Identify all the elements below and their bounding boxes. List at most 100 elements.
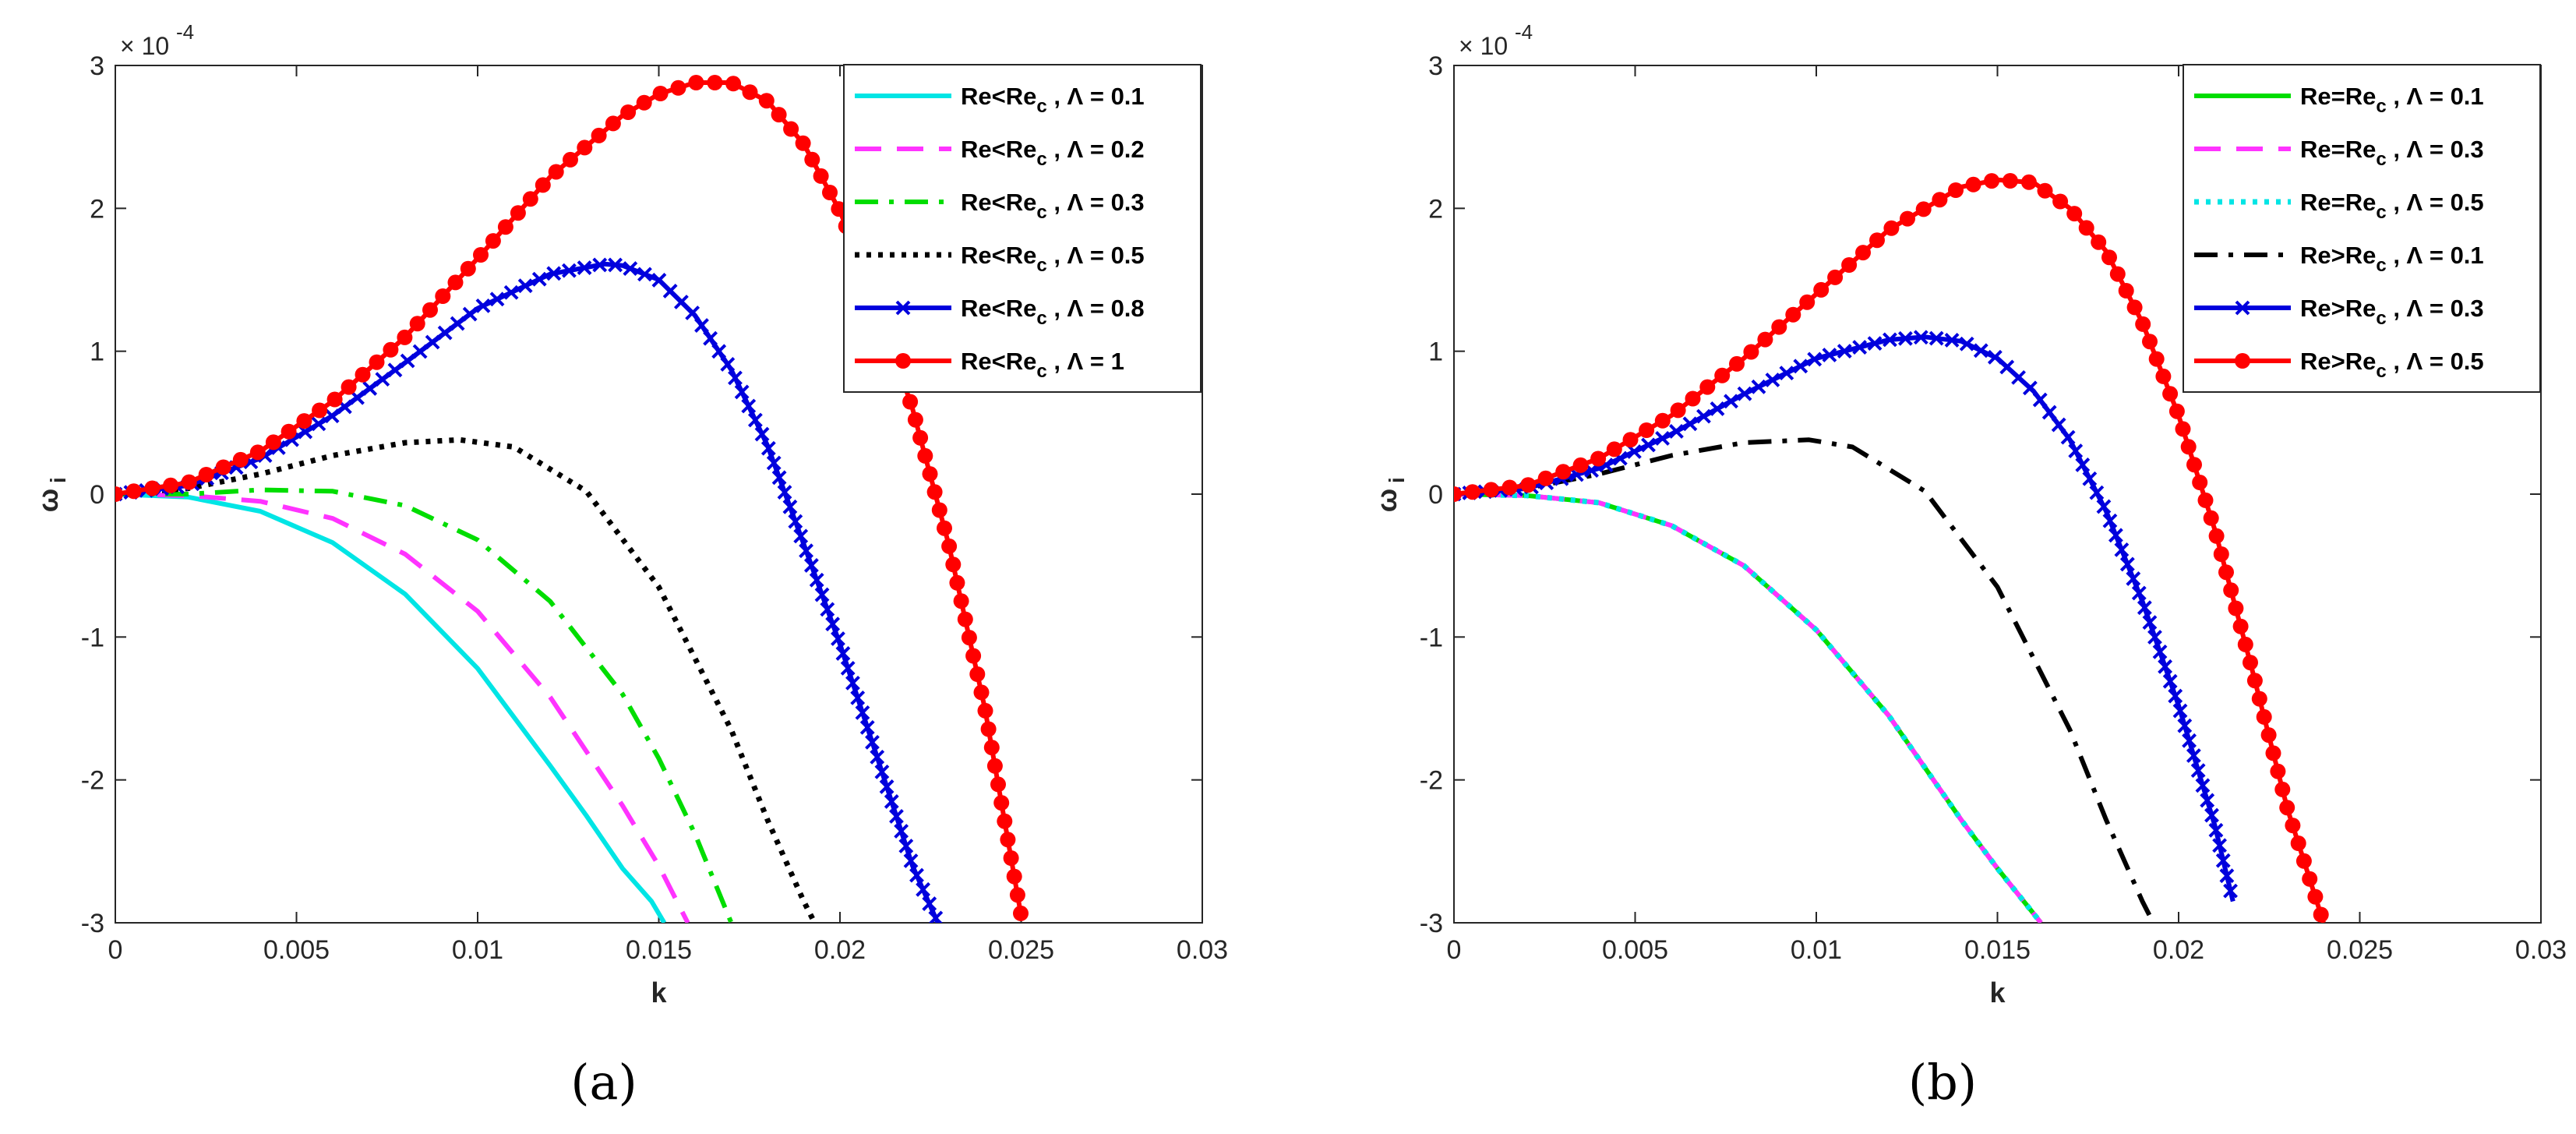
series-marker-4 bbox=[703, 330, 718, 346]
legend-box bbox=[2183, 64, 2541, 393]
series-marker-5 bbox=[1965, 176, 1981, 193]
series-marker-4 bbox=[2186, 748, 2201, 763]
series-marker-4 bbox=[2075, 457, 2091, 472]
y-tick-label: -2 bbox=[1420, 766, 1443, 796]
series-marker-5 bbox=[758, 93, 775, 109]
series-marker-4 bbox=[577, 260, 592, 275]
series-marker-5 bbox=[2228, 600, 2244, 616]
series-marker-5 bbox=[813, 168, 829, 184]
legend-marker-5 bbox=[895, 353, 911, 369]
series-marker-5 bbox=[2302, 871, 2318, 887]
legend-label-tail: , Λ = 0.1 bbox=[1047, 83, 1145, 110]
series-marker-4 bbox=[2172, 703, 2188, 719]
legend-label-main: Re>Re bbox=[2300, 295, 2376, 322]
series-marker-5 bbox=[2135, 316, 2151, 332]
series-marker-5 bbox=[281, 423, 297, 440]
series-marker-5 bbox=[397, 329, 413, 345]
series-marker-5 bbox=[2091, 234, 2107, 250]
series-marker-5 bbox=[1555, 464, 1572, 480]
series-marker-4 bbox=[865, 734, 880, 750]
series-marker-4 bbox=[1987, 349, 2003, 365]
series-marker-5 bbox=[1799, 294, 1816, 310]
chart-a: 0 0.005 0.01 0.015 0.02 0.025 0.03 k -3 -2 -1 0 1 2 3 ω… bbox=[32, 20, 1228, 1111]
series-marker-5 bbox=[1501, 479, 1518, 496]
series-marker-5 bbox=[409, 316, 425, 332]
series-marker-4 bbox=[1765, 373, 1780, 387]
series-marker-5 bbox=[249, 444, 266, 461]
legend-label-sub: c bbox=[1036, 308, 1046, 329]
series-marker-4 bbox=[412, 344, 428, 359]
series-marker-4 bbox=[2032, 392, 2048, 408]
series-marker-4 bbox=[2131, 585, 2147, 601]
series-marker-5 bbox=[620, 104, 637, 120]
series-marker-5 bbox=[312, 402, 328, 419]
series-marker-4 bbox=[741, 398, 757, 414]
series-marker-5 bbox=[548, 164, 564, 180]
series-marker-5 bbox=[2237, 636, 2253, 652]
x-axis: 0 0.005 0.01 0.015 0.02 0.025 0.03 k bbox=[1447, 65, 2567, 1009]
x-tick-label: 0.015 bbox=[626, 935, 692, 965]
series-marker-5 bbox=[2251, 691, 2267, 707]
series-marker-5 bbox=[1813, 281, 1830, 298]
series-marker-5 bbox=[993, 795, 1010, 811]
series-marker-5 bbox=[907, 412, 923, 428]
series-marker-4 bbox=[922, 896, 937, 912]
series-marker-5 bbox=[232, 451, 249, 468]
series-marker-5 bbox=[2109, 266, 2126, 282]
series-marker-4 bbox=[2168, 688, 2183, 704]
series-marker-4 bbox=[734, 384, 750, 400]
series-marker-4 bbox=[2119, 556, 2135, 572]
x-tick-label: 0.025 bbox=[988, 935, 1054, 965]
legend-label-sub: c bbox=[1036, 202, 1046, 223]
y-axis-label: ω bbox=[32, 489, 64, 512]
series-marker-5 bbox=[163, 477, 179, 493]
x-axis-label: k bbox=[1989, 977, 2006, 1009]
legend-label-3: Re<Rec , Λ = 0.5 bbox=[961, 242, 1145, 276]
y-multiplier: × 10 bbox=[1459, 32, 1508, 60]
x-tick-label: 0.01 bbox=[1791, 935, 1842, 965]
series-marker-5 bbox=[961, 630, 977, 646]
series-marker-4 bbox=[711, 344, 727, 359]
series-marker-5 bbox=[926, 484, 943, 500]
series-marker-5 bbox=[1013, 905, 1029, 921]
series-marker-4 bbox=[1822, 348, 1837, 362]
series-marker-5 bbox=[2142, 334, 2158, 350]
series-marker-5 bbox=[953, 593, 969, 609]
y-axis: -3 -2 -1 0 1 2 3 ωi bbox=[1371, 51, 2541, 938]
series-marker-5 bbox=[917, 447, 933, 464]
legend-label-main: Re<Re bbox=[961, 136, 1036, 163]
series-marker-4 bbox=[2158, 659, 2173, 674]
series-marker-5 bbox=[497, 219, 513, 235]
series-marker-5 bbox=[973, 684, 990, 701]
series-marker-4 bbox=[840, 660, 856, 676]
series-marker-4 bbox=[909, 867, 924, 883]
series-marker-5 bbox=[945, 556, 962, 573]
y-multiplier: × 10 bbox=[120, 32, 169, 60]
series-marker-5 bbox=[986, 758, 1003, 774]
series-marker-5 bbox=[1000, 832, 1016, 848]
legend-label-tail: , Λ = 0.3 bbox=[2387, 136, 2484, 163]
series-marker-5 bbox=[522, 191, 538, 207]
series-marker-5 bbox=[369, 354, 385, 370]
legend-label-main: Re<Re bbox=[961, 348, 1036, 375]
series-marker-5 bbox=[605, 115, 621, 132]
x-tick-label: 0.02 bbox=[814, 935, 866, 965]
series-marker-4 bbox=[1852, 340, 1868, 355]
series-marker-5 bbox=[1622, 432, 1639, 448]
series-marker-4 bbox=[2082, 471, 2098, 486]
legend-marker-4 bbox=[895, 300, 911, 316]
series-marker-5 bbox=[2243, 655, 2258, 671]
figure-caption: (b) bbox=[1908, 1054, 1977, 1111]
series-marker-4 bbox=[1724, 394, 1738, 409]
series-marker-4 bbox=[1928, 330, 1944, 346]
series-line-3 bbox=[115, 436, 817, 923]
series-marker-4 bbox=[685, 306, 700, 320]
x-tick-label: 0.005 bbox=[1602, 935, 1668, 965]
y-tick-label: 0 bbox=[1428, 480, 1443, 510]
y-tick-label: -3 bbox=[81, 909, 104, 938]
series-line-2 bbox=[115, 487, 734, 923]
series-marker-4 bbox=[793, 528, 809, 544]
series-layer bbox=[115, 75, 1029, 923]
series-marker-4 bbox=[1973, 343, 1988, 359]
y-tick-label: 1 bbox=[1428, 337, 1443, 367]
